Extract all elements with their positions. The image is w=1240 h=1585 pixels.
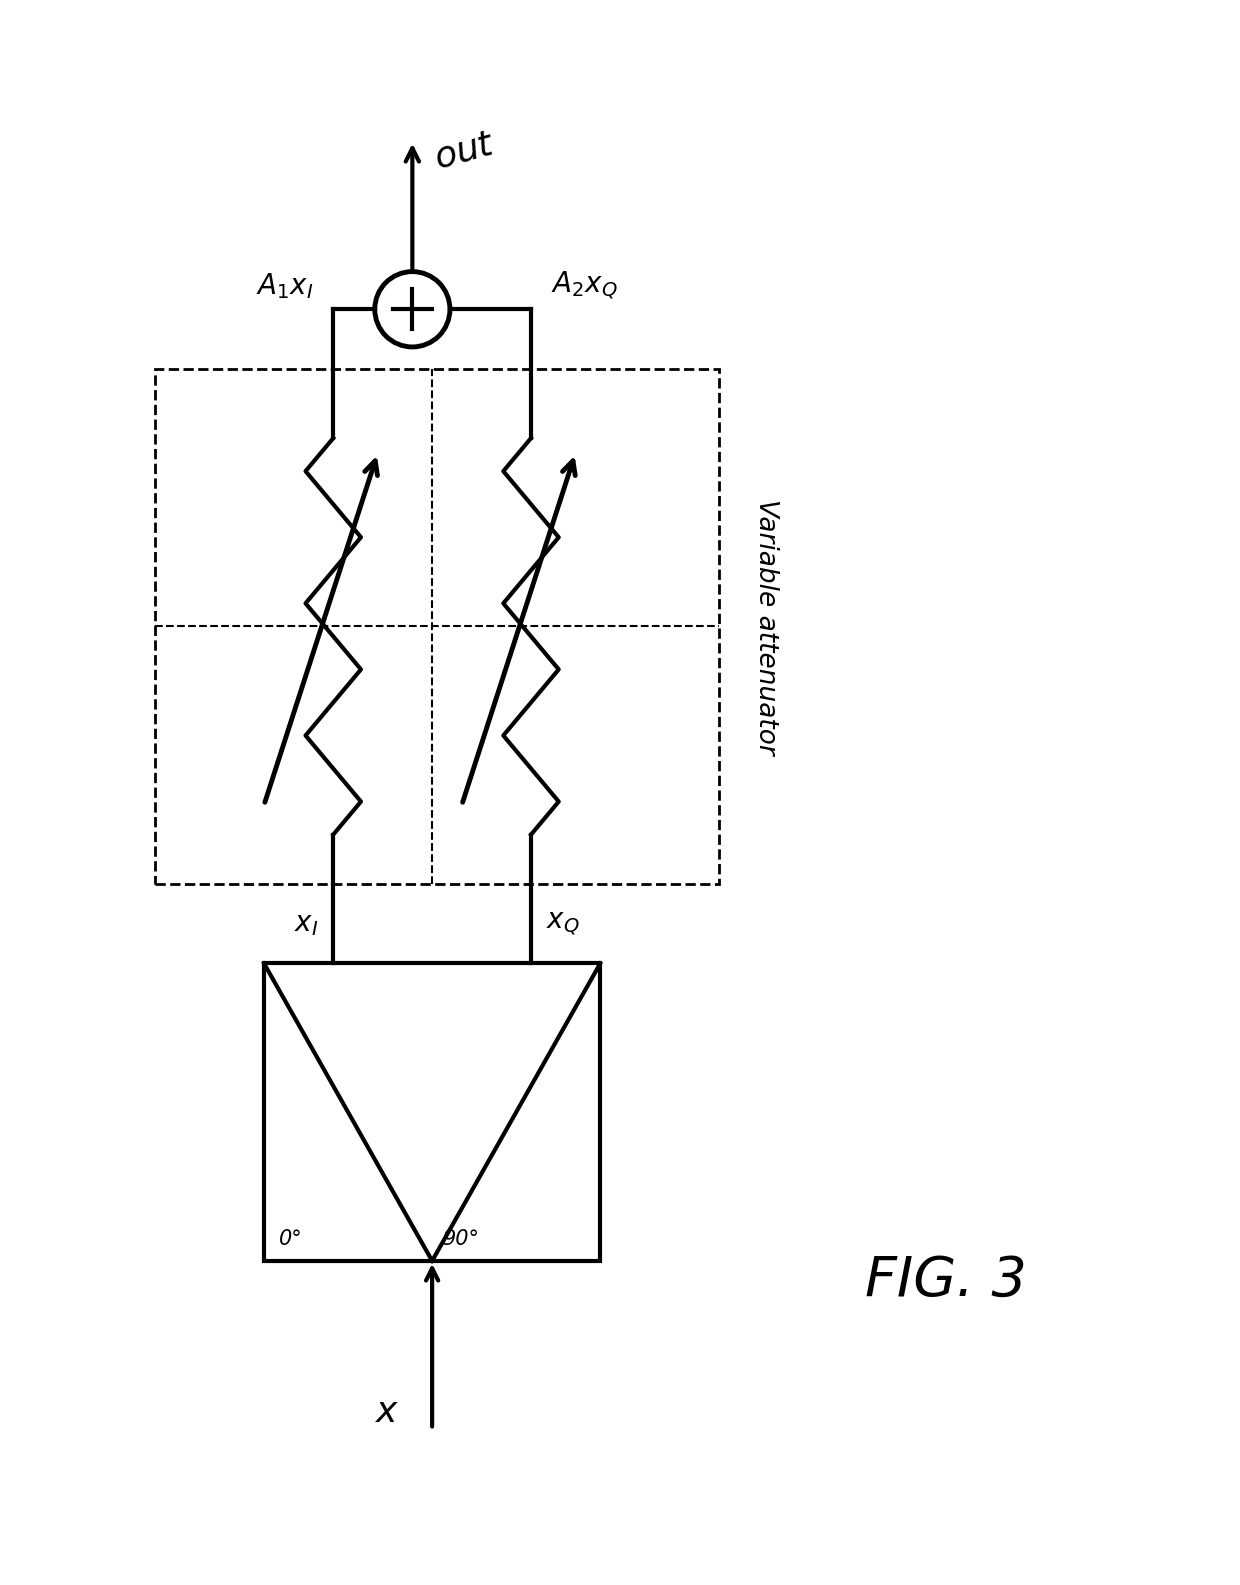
Text: $out$: $out$ bbox=[430, 127, 500, 176]
Text: $A_1 x_I$: $A_1 x_I$ bbox=[257, 271, 314, 301]
Text: $x_I$: $x_I$ bbox=[294, 910, 319, 938]
Text: 0°: 0° bbox=[279, 1228, 303, 1249]
Text: FIG. 3: FIG. 3 bbox=[866, 1254, 1027, 1308]
Text: 90°: 90° bbox=[441, 1228, 479, 1249]
Bar bbox=[264, 964, 600, 1260]
Text: $x$: $x$ bbox=[376, 1395, 401, 1430]
Bar bbox=[155, 369, 719, 884]
Text: $A_2 x_Q$: $A_2 x_Q$ bbox=[551, 269, 618, 301]
Text: Variable attenuator: Variable attenuator bbox=[754, 499, 780, 754]
Text: $x_Q$: $x_Q$ bbox=[546, 910, 579, 938]
